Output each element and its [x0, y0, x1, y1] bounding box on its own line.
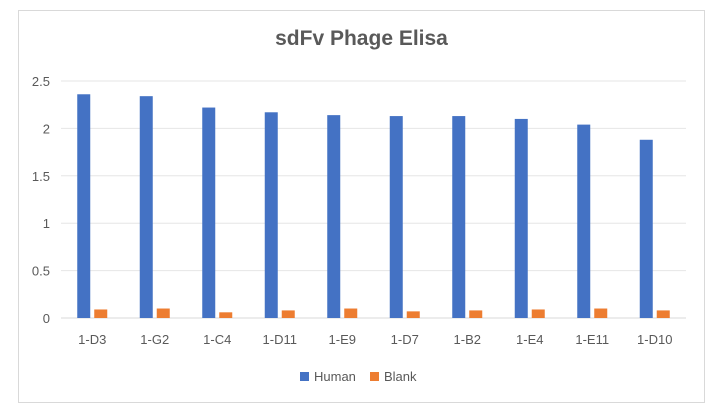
- bar-blank-1-c4: [219, 312, 233, 318]
- y-axis-ticks: 0 0.5 1 1.5 2 2.5: [32, 74, 50, 326]
- x-tick-label: 1-D3: [78, 332, 106, 347]
- bar-human-1-c4: [202, 107, 216, 318]
- y-tick-label: 0.5: [32, 264, 50, 279]
- x-axis-ticks: 1-D3 1-G2 1-C4 1-D11 1-E9 1-D7 1-B2 1-E4 1-E11 1-…: [78, 332, 672, 347]
- bar-human-1-d11: [264, 112, 278, 318]
- y-tick-label: 2: [43, 121, 50, 136]
- bars: [77, 94, 670, 319]
- y-tick-label: 1: [43, 216, 50, 231]
- chart-title: sdFv Phage Elisa: [275, 27, 448, 50]
- x-tick-label: 1-D11: [263, 332, 297, 347]
- chart-frame: [18, 10, 705, 403]
- bar-blank-1-d7: [406, 311, 420, 318]
- bar-human-1-e9: [327, 115, 341, 319]
- legend-swatch-blank: [370, 372, 379, 381]
- legend: Human Blank: [300, 369, 417, 384]
- bar-blank-1-e11: [594, 308, 608, 318]
- legend-label-human: Human: [314, 369, 356, 384]
- y-tick-label: 0: [43, 311, 50, 326]
- bar-blank-1-e4: [531, 309, 545, 318]
- bar-blank-1-d3: [94, 309, 108, 318]
- gridlines: [61, 80, 686, 319]
- bar-human-1-d3: [77, 94, 91, 318]
- x-tick-label: 1-E4: [516, 332, 543, 347]
- x-tick-label: 1-D10: [637, 332, 672, 347]
- bar-human-1-e11: [577, 124, 591, 318]
- bar-blank-1-b2: [469, 310, 483, 318]
- legend-label-blank: Blank: [384, 369, 417, 384]
- bar-blank-1-d10: [656, 310, 670, 318]
- x-tick-label: 1-E9: [329, 332, 356, 347]
- x-tick-label: 1-E11: [575, 332, 609, 347]
- x-tick-label: 1-B2: [454, 332, 481, 347]
- y-tick-label: 2.5: [32, 74, 50, 89]
- legend-swatch-human: [300, 372, 309, 381]
- bar-blank-1-e9: [344, 308, 358, 318]
- bar-human-1-g2: [139, 96, 153, 318]
- x-tick-label: 1-G2: [140, 332, 169, 347]
- bar-human-1-d7: [389, 116, 403, 319]
- y-tick-label: 1.5: [32, 169, 50, 184]
- x-tick-label: 1-C4: [203, 332, 231, 347]
- bar-human-1-e4: [514, 118, 528, 318]
- bar-blank-1-g2: [156, 308, 170, 318]
- bar-blank-1-d11: [281, 310, 295, 318]
- bar-human-1-d10: [639, 139, 653, 318]
- x-tick-label: 1-D7: [391, 332, 419, 347]
- bar-human-1-b2: [452, 116, 466, 319]
